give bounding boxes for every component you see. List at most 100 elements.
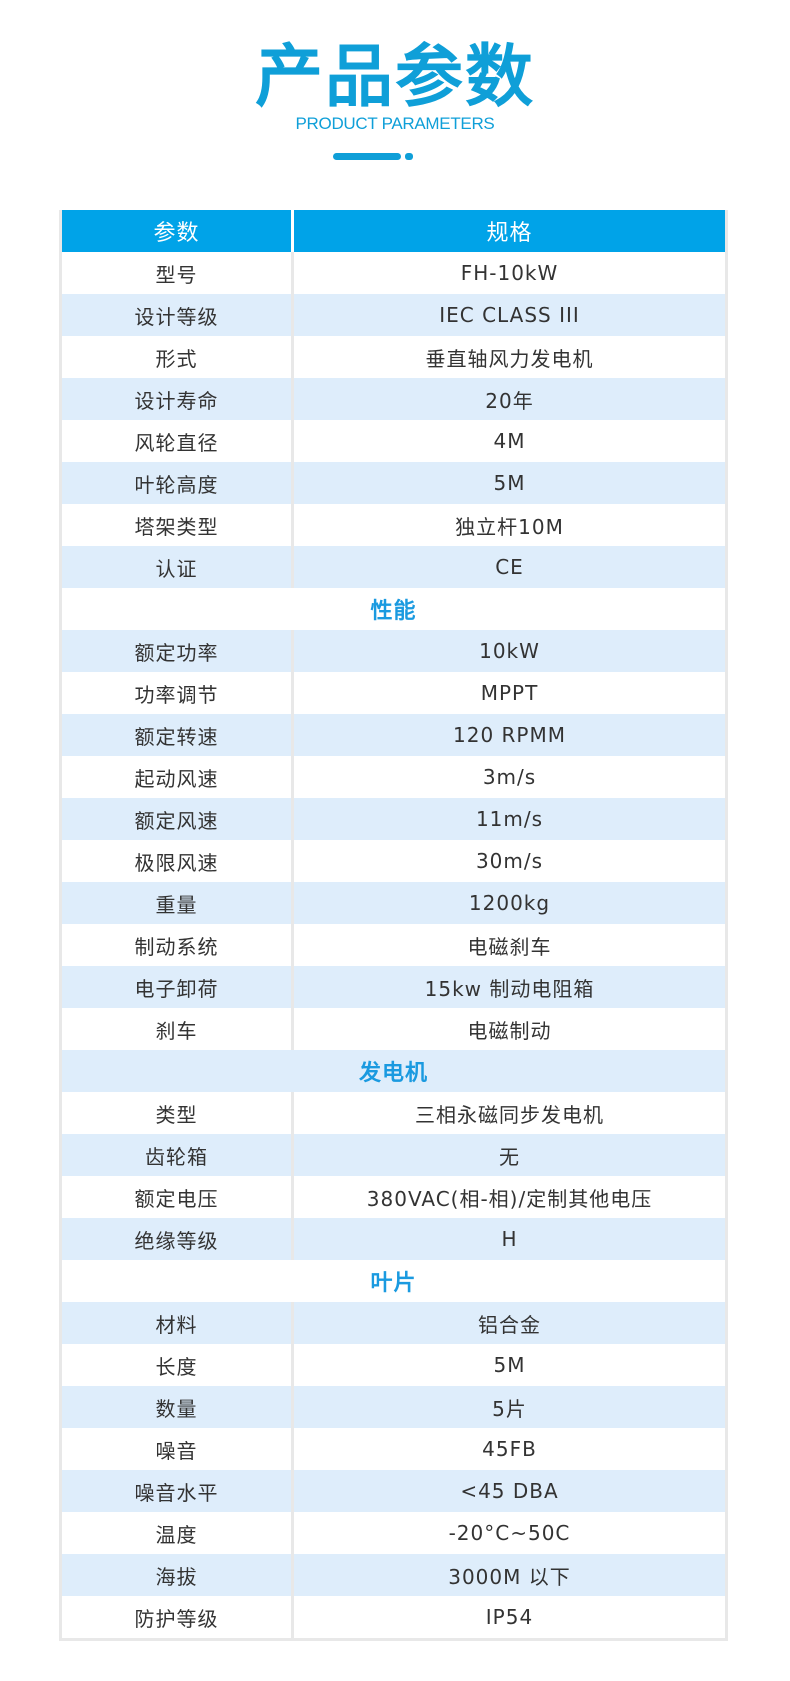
param-name: 风轮直径 xyxy=(62,420,294,462)
param-value: 1200kg xyxy=(468,891,551,915)
param-name: 温度 xyxy=(62,1512,294,1554)
param-name: 材料 xyxy=(62,1302,294,1344)
param-value: IP54 xyxy=(485,1605,534,1629)
param-value: 11m/s xyxy=(475,807,544,831)
param-name: 绝缘等级 xyxy=(62,1218,294,1260)
table-row: 电子卸荷 15kw 制动电阻箱 xyxy=(62,966,725,1008)
table-row: 额定风速 11m/s xyxy=(62,798,725,840)
param-value: 5M xyxy=(493,471,526,495)
table-row: 重量 1200kg xyxy=(62,882,725,924)
param-name: 海拔 xyxy=(62,1554,294,1596)
table-row: 制动系统 电磁刹车 xyxy=(62,924,725,966)
param-name: 数量 xyxy=(62,1386,294,1428)
table-row: 型号 FH-10kW xyxy=(62,252,725,294)
param-value: <45 DBA xyxy=(460,1479,559,1503)
param-name: 塔架类型 xyxy=(62,504,294,546)
table-row: 额定功率 10kW xyxy=(62,630,725,672)
param-name: 齿轮箱 xyxy=(62,1134,294,1176)
page-title: 产品参数 xyxy=(254,38,535,117)
table-row: 噪音水平 <45 DBA xyxy=(62,1470,725,1512)
section-title: 叶片 xyxy=(370,1271,417,1296)
param-name: 额定电压 xyxy=(62,1176,294,1218)
param-name: 噪音水平 xyxy=(62,1470,294,1512)
table-header: 参数 规格 xyxy=(62,210,725,252)
table-row: 塔架类型 独立杆10M xyxy=(62,504,725,546)
section-row: 叶片 xyxy=(62,1260,725,1302)
table-row: 刹车 电磁制动 xyxy=(62,1008,725,1050)
section-row: 发电机 xyxy=(62,1050,725,1092)
table-row: 起动风速 3m/s xyxy=(62,756,725,798)
column-header-param: 参数 xyxy=(62,210,294,252)
param-name: 噪音 xyxy=(62,1428,294,1470)
param-name: 长度 xyxy=(62,1344,294,1386)
table-row: 噪音 45FB xyxy=(62,1428,725,1470)
param-name: 防护等级 xyxy=(62,1596,294,1638)
column-header-spec: 规格 xyxy=(486,221,533,246)
table-row: 类型 三相永磁同步发电机 xyxy=(62,1092,725,1134)
param-name: 形式 xyxy=(62,336,294,378)
param-value: 垂直轴风力发电机 xyxy=(425,346,594,371)
table-row: 极限风速 30m/s xyxy=(62,840,725,882)
param-value: 4M xyxy=(493,429,526,453)
section-title: 发电机 xyxy=(358,1061,428,1086)
table-row: 齿轮箱 无 xyxy=(62,1134,725,1176)
param-name: 叶轮高度 xyxy=(62,462,294,504)
table-row: 温度 -20°C~50C xyxy=(62,1512,725,1554)
param-value: 电磁制动 xyxy=(467,1018,552,1043)
table-row: 海拔 3000M 以下 xyxy=(62,1554,725,1596)
param-value: 5M xyxy=(493,1353,526,1377)
table-row: 形式 垂直轴风力发电机 xyxy=(62,336,725,378)
param-name: 认证 xyxy=(62,546,294,588)
param-name: 型号 xyxy=(62,252,294,294)
param-value: 无 xyxy=(499,1144,520,1169)
param-name: 设计寿命 xyxy=(62,378,294,420)
param-name: 刹车 xyxy=(62,1008,294,1050)
param-value: 45FB xyxy=(482,1437,537,1461)
param-value: 30m/s xyxy=(475,849,544,873)
param-value: 三相永磁同步发电机 xyxy=(415,1102,604,1127)
table-row: 防护等级 IP54 xyxy=(62,1596,725,1638)
title-underline-dot xyxy=(405,153,413,160)
table-row: 长度 5M xyxy=(62,1344,725,1386)
page-subtitle: PRODUCT PARAMETERS xyxy=(295,114,495,133)
table-row: 功率调节 MPPT xyxy=(62,672,725,714)
param-name: 电子卸荷 xyxy=(62,966,294,1008)
table-row: 风轮直径 4M xyxy=(62,420,725,462)
param-value: MPPT xyxy=(480,681,539,705)
param-value: 铝合金 xyxy=(478,1312,541,1337)
param-name: 重量 xyxy=(62,882,294,924)
title-underline-bar xyxy=(333,153,401,160)
section-title: 性能 xyxy=(370,599,417,624)
param-value: 380VAC(相-相)/定制其他电压 xyxy=(366,1186,653,1211)
param-value: 120 RPMM xyxy=(453,723,566,747)
param-name: 极限风速 xyxy=(62,840,294,882)
table-row: 设计寿命 20年 xyxy=(62,378,725,420)
table-row: 绝缘等级 H xyxy=(62,1218,725,1260)
param-name: 功率调节 xyxy=(62,672,294,714)
param-value: FH-10kW xyxy=(460,261,559,285)
param-value: 独立杆10M xyxy=(455,514,564,539)
param-value: -20°C~50C xyxy=(448,1521,571,1545)
param-value: 15kw 制动电阻箱 xyxy=(424,976,595,1001)
param-name: 起动风速 xyxy=(62,756,294,798)
param-value: 电磁刹车 xyxy=(467,934,552,959)
param-name: 设计等级 xyxy=(62,294,294,336)
param-name: 制动系统 xyxy=(62,924,294,966)
param-value: IEC CLASS III xyxy=(439,303,580,327)
param-name: 额定转速 xyxy=(62,714,294,756)
parameters-table: 参数 规格 型号 FH-10kW 设计等级 IEC CLASS III 形式 垂直轴风力发… xyxy=(59,210,728,1641)
table-row: 数量 5片 xyxy=(62,1386,725,1428)
param-value: H xyxy=(501,1227,518,1251)
param-value: 5片 xyxy=(492,1396,527,1421)
table-row: 材料 铝合金 xyxy=(62,1302,725,1344)
param-name: 额定功率 xyxy=(62,630,294,672)
param-value: 3000M 以下 xyxy=(448,1564,571,1589)
table-row: 认证 CE xyxy=(62,546,725,588)
param-value: CE xyxy=(495,555,524,579)
param-value: 3m/s xyxy=(482,765,537,789)
param-value: 10kW xyxy=(479,639,540,663)
table-row: 叶轮高度 5M xyxy=(62,462,725,504)
table-row: 额定转速 120 RPMM xyxy=(62,714,725,756)
section-row: 性能 xyxy=(62,588,725,630)
table-row: 设计等级 IEC CLASS III xyxy=(62,294,725,336)
